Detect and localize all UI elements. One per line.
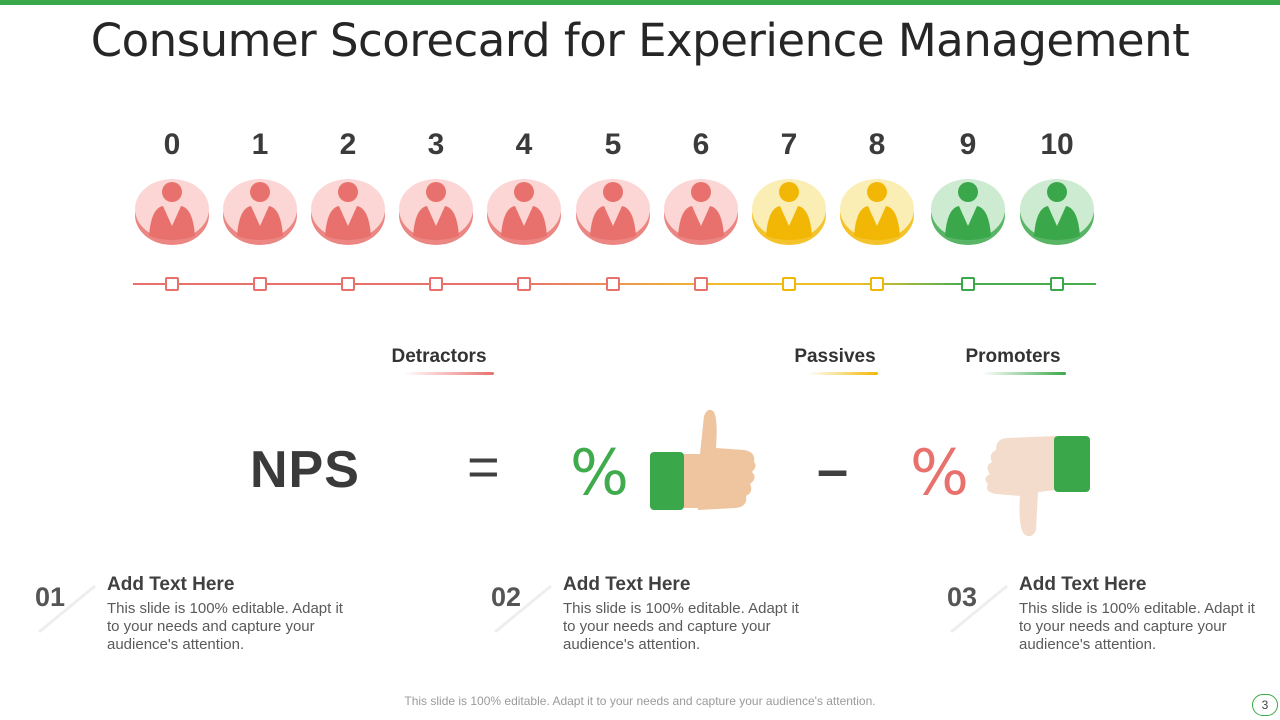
item-2-body: This slide is 100% editable. Adapt it to…: [563, 600, 799, 653]
item-2-index: 02: [491, 582, 522, 612]
nps-label: NPS: [250, 441, 360, 499]
item-3-divider: [950, 584, 1008, 634]
score-7-number: 7: [780, 128, 798, 161]
item-3-body: This slide is 100% editable. Adapt it to…: [1019, 600, 1255, 653]
score-8-number: 8: [868, 128, 886, 161]
score-2-number: 2: [339, 128, 357, 161]
page-number: 3: [1252, 694, 1278, 716]
score-5-number: 5: [604, 128, 622, 161]
detractors-percent: %: [910, 436, 969, 509]
text-item-3: 03 Add Text Here This slide is 100% edit…: [947, 574, 1259, 654]
equals-sign: =: [467, 435, 500, 498]
score-3-marker: [429, 277, 443, 291]
score-9-number: 9: [959, 128, 977, 161]
score-6-marker: [694, 277, 708, 291]
footer-note: This slide is 100% editable. Adapt it to…: [404, 694, 876, 708]
score-0-person-icon: [133, 176, 211, 246]
slide-title: Consumer Scorecard for Experience Manage…: [90, 14, 1190, 67]
promoters-underline: [982, 372, 1066, 375]
score-4-marker: [517, 277, 531, 291]
score-8-marker: [870, 277, 884, 291]
score-9-marker: [961, 277, 975, 291]
score-9-person-icon: [929, 176, 1007, 246]
text-item-1: 01 Add Text Here This slide is 100% edit…: [35, 574, 347, 654]
category-detractors-label: Detractors: [391, 346, 487, 367]
score-1-marker: [253, 277, 267, 291]
score-10-number: 10: [1040, 128, 1074, 161]
score-0-number: 0: [163, 128, 181, 161]
score-3-number: 3: [427, 128, 445, 161]
score-2-person-icon: [309, 176, 387, 246]
text-item-2: 02 Add Text Here This slide is 100% edit…: [491, 574, 803, 654]
item-1-body: This slide is 100% editable. Adapt it to…: [107, 600, 343, 653]
score-0-marker: [165, 277, 179, 291]
category-detractors: Detractors: [384, 346, 494, 375]
item-1-heading: Add Text Here: [107, 574, 235, 595]
score-2-marker: [341, 277, 355, 291]
nps-scale: 0 1 2 3 4 5 6 7 8 9 10: [0, 0, 1280, 320]
score-4-number: 4: [515, 128, 533, 161]
category-promoters: Promoters: [960, 346, 1066, 375]
item-2-heading: Add Text Here: [563, 574, 691, 595]
score-6-number: 6: [692, 128, 710, 161]
category-passives: Passives: [790, 346, 880, 375]
thumbs-down-icon: [984, 434, 1094, 545]
detractors-underline: [404, 372, 494, 375]
item-3-heading: Add Text Here: [1019, 574, 1147, 595]
score-5-marker: [606, 277, 620, 291]
item-1-index: 01: [35, 582, 66, 612]
score-10-person-icon: [1018, 176, 1096, 246]
score-4-person-icon: [485, 176, 563, 246]
minus-sign: –: [817, 437, 849, 500]
score-7-marker: [782, 277, 796, 291]
item-1-divider: [38, 584, 96, 634]
score-1-number: 1: [251, 128, 269, 161]
score-6-person-icon: [662, 176, 740, 246]
category-passives-label: Passives: [794, 346, 876, 367]
score-3-person-icon: [397, 176, 475, 246]
item-2-divider: [494, 584, 552, 634]
score-1-person-icon: [221, 176, 299, 246]
score-8-person-icon: [838, 176, 916, 246]
score-7-person-icon: [750, 176, 828, 246]
score-10-marker: [1050, 277, 1064, 291]
top-accent-bar: [0, 0, 1280, 5]
passives-underline: [808, 372, 878, 375]
thumbs-up-icon: [648, 406, 758, 519]
category-promoters-label: Promoters: [965, 346, 1061, 367]
promoters-percent: %: [570, 436, 629, 509]
score-5-person-icon: [574, 176, 652, 246]
item-3-index: 03: [947, 582, 978, 612]
